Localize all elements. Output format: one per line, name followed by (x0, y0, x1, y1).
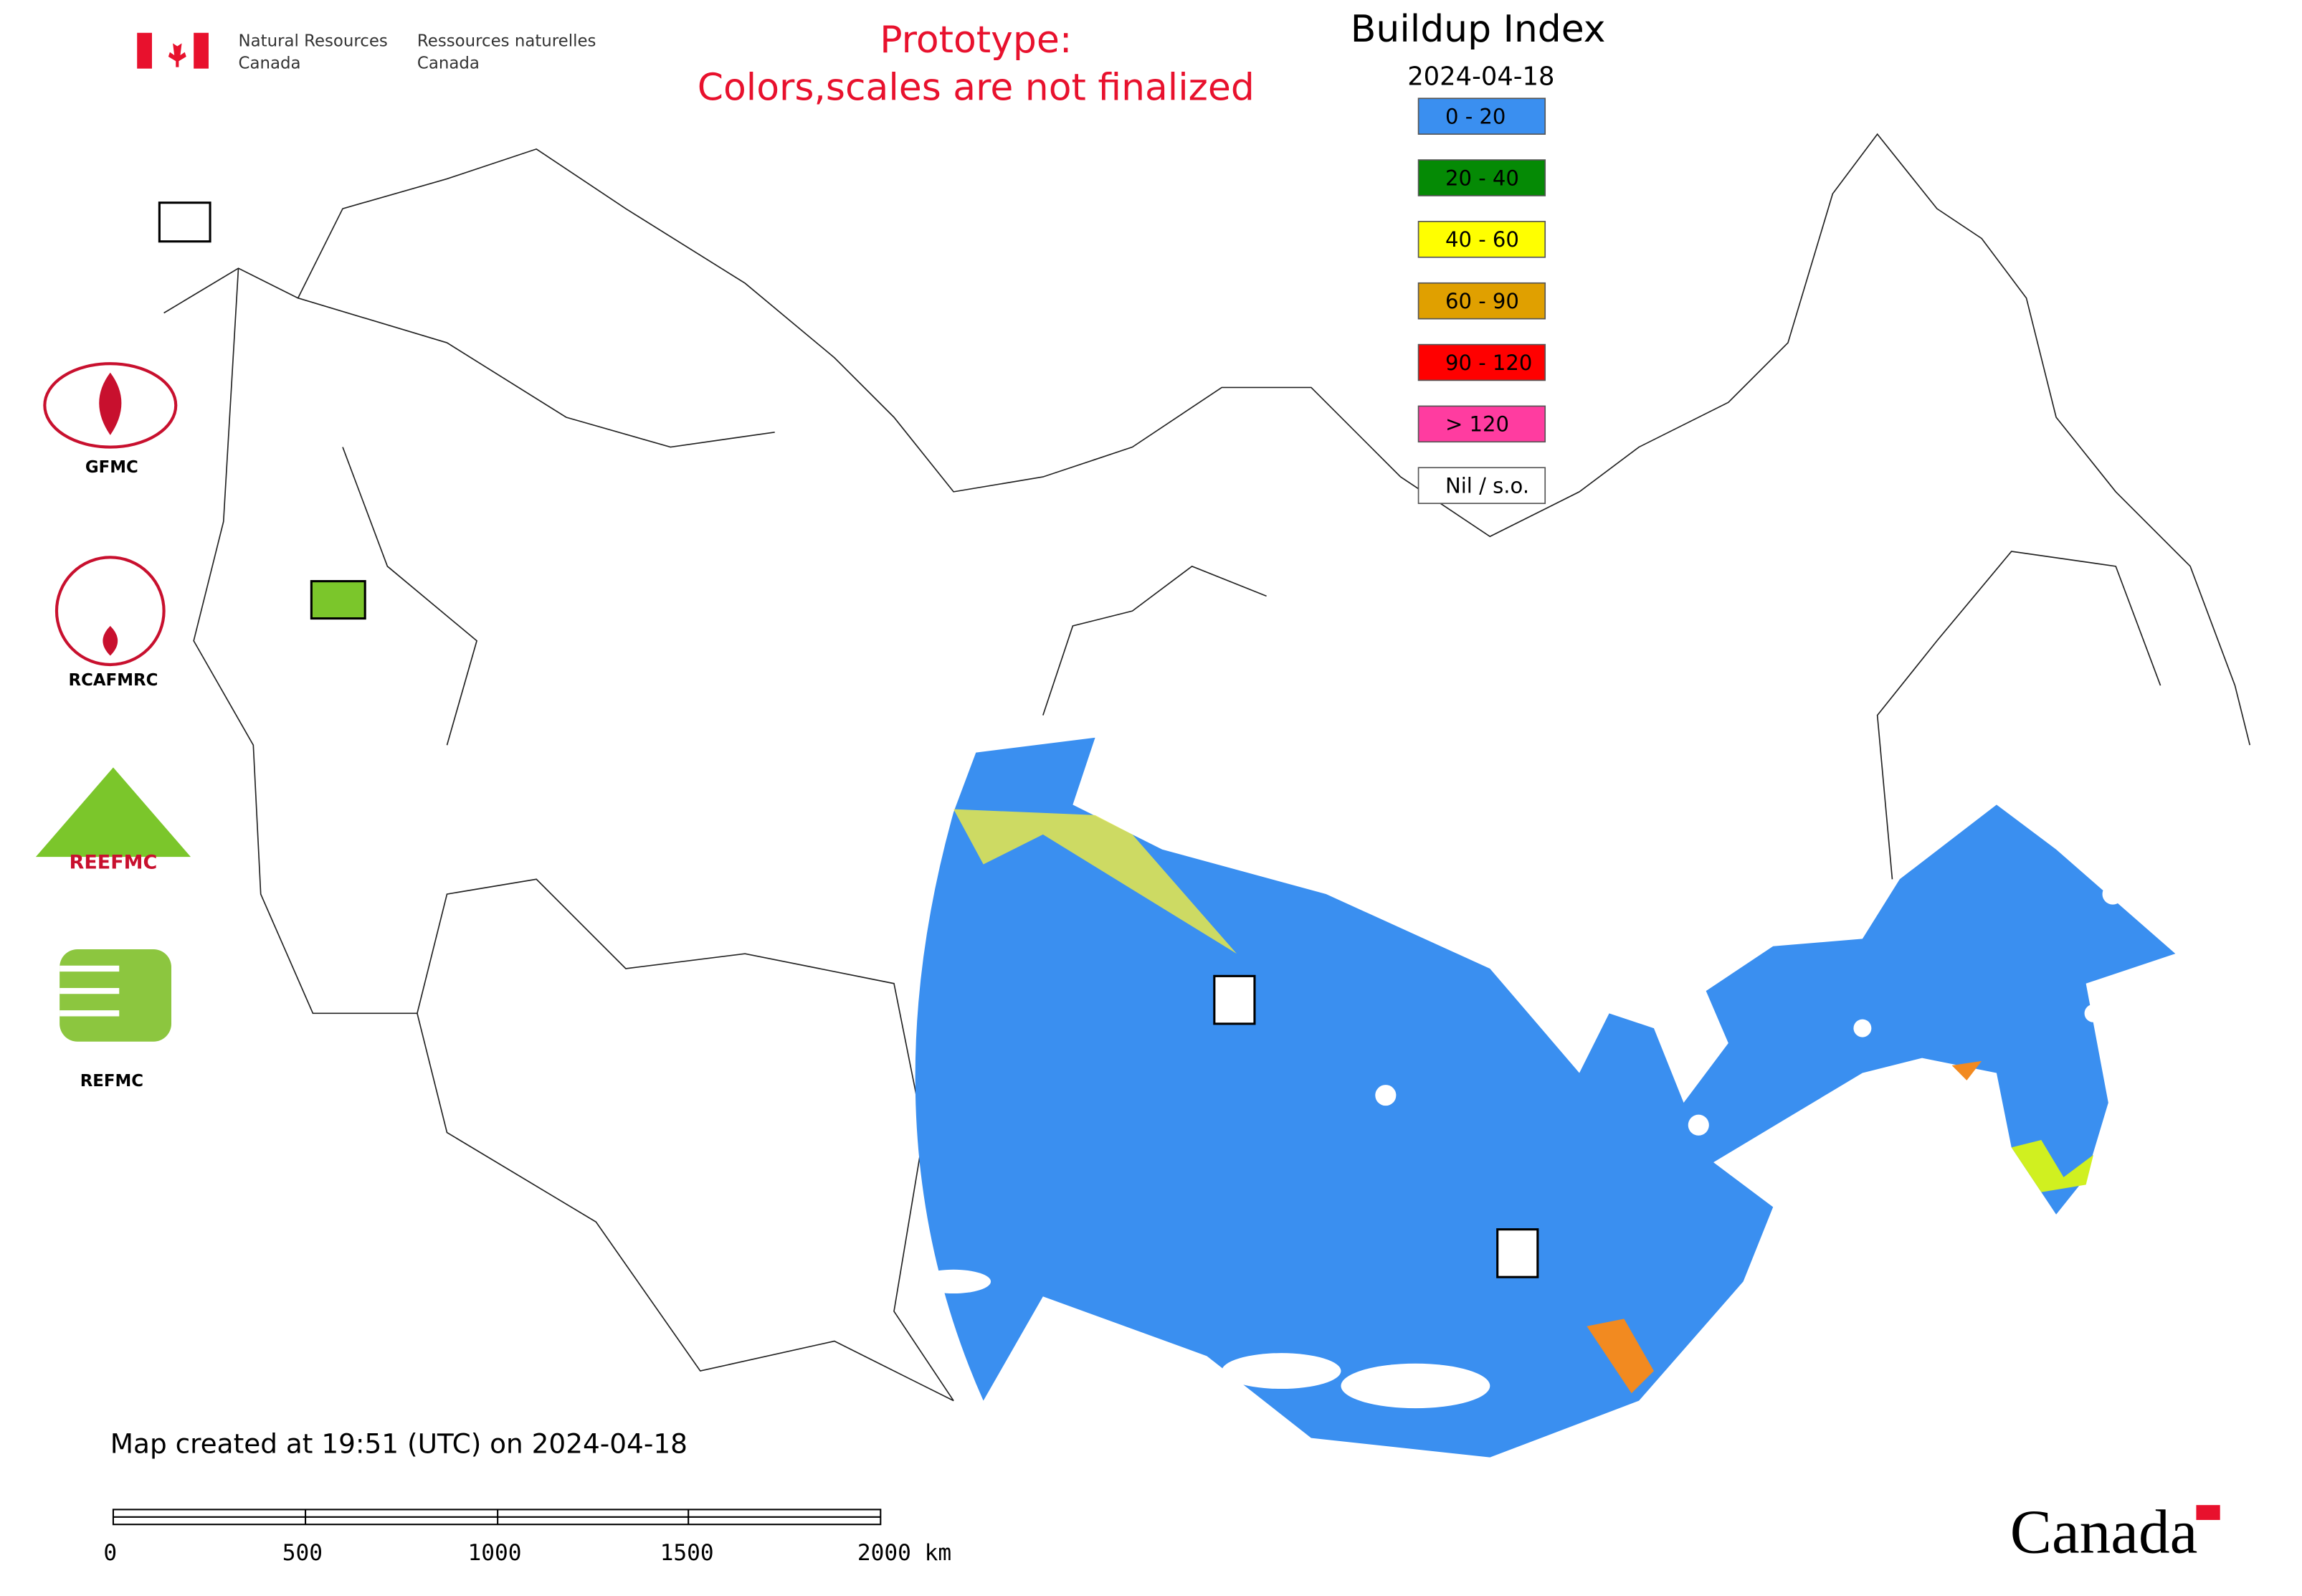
notice: Colors,scales are not finalized (698, 66, 1255, 109)
agency-en: Canada (239, 54, 301, 73)
legend-swatch (1417, 405, 1546, 443)
scale-label: 0 (103, 1540, 117, 1566)
scale-bar (112, 1509, 882, 1526)
legend-label: 90 - 120 (1445, 351, 1532, 375)
legend-swatch (1417, 159, 1546, 196)
index-coverage (915, 737, 2176, 1458)
legend-swatch (1417, 282, 1546, 320)
legend-label: 40 - 60 (1445, 227, 1519, 252)
agency-fr: Ressources naturelles (417, 32, 596, 50)
legend-swatch (1417, 98, 1546, 135)
logos (35, 201, 1539, 1278)
wordmark-flag (2196, 1505, 2220, 1520)
scale-label: 1500 (660, 1540, 714, 1566)
agency-en: Natural Resources (239, 32, 388, 50)
logo-label: REEFMC (70, 852, 158, 874)
scale-label: 2000 km (857, 1540, 951, 1566)
wordmark: Canada (2010, 1497, 2198, 1567)
legend-swatch (1417, 221, 1546, 258)
legend-swatch (1417, 343, 1546, 381)
notice: Prototype: (880, 19, 1072, 62)
legend-swatch (1417, 467, 1546, 504)
scale-label: 500 (282, 1540, 323, 1566)
legend-label: 0 - 20 (1445, 105, 1506, 129)
legend-date: 2024-04-18 (1407, 62, 1554, 92)
legend-label: 20 - 40 (1445, 166, 1519, 190)
logo-label: GFMC (85, 458, 138, 477)
legend-label: Nil / s.o. (1445, 474, 1529, 498)
created-note: Map created at 19:51 (UTC) on 2024-04-18 (110, 1428, 688, 1459)
legend-label: > 120 (1445, 412, 1509, 437)
legend-title: Buildup Index (1351, 8, 1606, 51)
legend: 0 - 20 20 - 40 40 - 60 60 - 90 90 - 120 > 120… (1417, 98, 1546, 504)
coastlines (163, 133, 2251, 1402)
canada-flag (137, 32, 209, 69)
scale-label: 1000 (467, 1540, 521, 1566)
agency-fr: Canada (417, 54, 480, 73)
legend-label: 60 - 90 (1445, 289, 1519, 313)
logo-label: REFMC (80, 1072, 143, 1091)
logo-label: RCAFMRC (69, 671, 158, 690)
